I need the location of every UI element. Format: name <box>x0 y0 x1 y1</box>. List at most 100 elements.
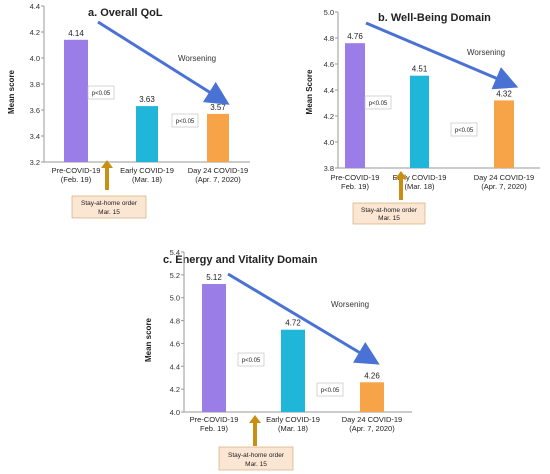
stay-at-home-callout: Stay-at-home order Mar. 15 <box>218 415 294 471</box>
y-axis-label: Mean score <box>7 69 16 114</box>
x-tick-label: Day 24 COVID-19 <box>474 173 534 182</box>
y-tick-label: 3.6 <box>30 106 40 115</box>
x-tick-label: Day 24 COVID-19 <box>342 415 402 424</box>
x-tick-label: (Mar. 18) <box>132 175 163 184</box>
bar <box>345 43 365 169</box>
x-tick-label: (Apr. 7, 2020) <box>195 175 241 184</box>
callout-line-1: Stay-at-home order <box>228 452 285 459</box>
x-tick-label: (Apr. 7, 2020) <box>481 182 527 191</box>
bar-value-label: 4.32 <box>496 89 512 98</box>
y-tick-label: 5.2 <box>170 271 180 280</box>
bar <box>494 100 514 168</box>
y-tick-label: 4.2 <box>324 112 334 121</box>
x-tick-label: (Feb. 19) <box>61 175 92 184</box>
bar-value-label: 4.76 <box>347 32 363 41</box>
y-tick-label: 4.0 <box>324 138 334 147</box>
bar-value-label: 4.72 <box>285 319 301 328</box>
y-tick-label: 4.8 <box>324 34 334 43</box>
bar-value-label: 4.26 <box>364 371 380 380</box>
y-tick-label: 5.0 <box>170 294 180 303</box>
trend-label: Worsening <box>331 300 369 309</box>
x-tick-label: Early COVID-19 <box>120 166 174 175</box>
callout-arrow <box>399 177 403 200</box>
y-axis-label: Mean score <box>144 317 153 362</box>
x-tick-label: Day 24 COVID-19 <box>188 166 248 175</box>
bar <box>202 284 226 412</box>
p-value-box-1: p<0.05 <box>87 85 115 100</box>
trend-label: Worsening <box>178 54 216 63</box>
stay-at-home-callout: Stay-at-home order Mar. 15 <box>71 160 147 219</box>
chart-panel-overall-qol: a. Overall QoL Mean score 3.2 3.4 3.6 3.8 4.… <box>7 2 250 219</box>
x-tick-label: (Apr. 7, 2020) <box>349 424 395 433</box>
p-value-box-2: p<0.05 <box>316 382 344 397</box>
stay-at-home-callout: Stay-at-home order Mar. 15 <box>352 171 426 225</box>
trend-label: Worsening <box>467 48 505 57</box>
p-value-label: p<0.05 <box>242 358 261 364</box>
x-tick-label: Feb. 19) <box>200 424 228 433</box>
worsening-trend-arrow <box>365 21 519 90</box>
bar-value-label: 4.51 <box>412 65 428 74</box>
callout-line-2: Mar. 15 <box>98 209 120 216</box>
p-value-label: p<0.05 <box>455 128 474 134</box>
x-tick-label: Pre-COVID-19 <box>190 415 239 424</box>
y-tick-label: 4.0 <box>30 54 40 63</box>
p-value-label: p<0.05 <box>369 101 388 107</box>
callout-box <box>352 202 426 225</box>
worsening-trend-arrow <box>97 20 230 105</box>
bar-value-label: 3.63 <box>139 95 155 104</box>
x-tick-label: Pre-COVID-19 <box>331 173 380 182</box>
callout-line-1: Stay-at-home order <box>81 200 138 207</box>
x-tick-label: (Mar. 18) <box>278 424 309 433</box>
p-value-box-1: p<0.05 <box>237 352 265 367</box>
y-tick-label: 4.4 <box>170 362 180 371</box>
chart-title: b. Well-Being Domain <box>378 12 491 24</box>
y-tick-label: 5.4 <box>170 248 180 257</box>
bar <box>136 106 158 162</box>
bar <box>410 75 429 168</box>
x-tick-label: Early COVID-19 <box>266 415 320 424</box>
bar <box>281 329 305 412</box>
bar-value-label: 5.12 <box>206 273 222 282</box>
callout-arrow <box>253 421 257 446</box>
y-tick-label: 4.8 <box>170 317 180 326</box>
x-tick-label: (Mar. 18) <box>404 182 435 191</box>
worsening-trend-arrow <box>227 272 380 365</box>
bar-value-label: 3.57 <box>210 103 226 112</box>
callout-arrow-head <box>249 415 261 423</box>
bar <box>360 382 384 412</box>
chart-panel-energy-vitality: c. Energy and Vitality Domain Mean score… <box>144 248 412 471</box>
p-value-label: p<0.05 <box>321 388 340 394</box>
bar <box>207 113 229 162</box>
p-value-label: p<0.05 <box>92 91 111 97</box>
chart-title: c. Energy and Vitality Domain <box>163 254 318 266</box>
callout-line-2: Mar. 15 <box>245 461 267 468</box>
callout-line-1: Stay-at-home order <box>361 207 418 214</box>
y-tick-label: 4.6 <box>324 60 334 69</box>
y-tick-label: 3.8 <box>30 80 40 89</box>
callout-arrow-head <box>101 160 113 168</box>
y-tick-label: 4.6 <box>170 339 180 348</box>
callout-box <box>71 195 147 219</box>
y-tick-label: 4.2 <box>30 28 40 37</box>
y-tick-label: 3.4 <box>30 132 40 141</box>
y-tick-label: 4.2 <box>170 385 180 394</box>
bar <box>64 39 88 162</box>
y-tick-label: 3.2 <box>30 158 40 167</box>
y-tick-label: 3.8 <box>324 164 334 173</box>
p-value-box-1: p<0.05 <box>364 95 392 110</box>
y-tick-label: 4.0 <box>170 408 180 417</box>
p-value-box-2: p<0.05 <box>450 122 478 137</box>
y-tick-label: 5.0 <box>324 8 334 17</box>
y-tick-label: 4.4 <box>324 86 334 95</box>
x-tick-label: Feb. 19) <box>341 182 369 191</box>
x-tick-label: Pre-COVID-19 <box>52 166 101 175</box>
callout-arrow-head <box>395 171 407 179</box>
x-tick-label: Early COVID-19 <box>393 173 447 182</box>
y-tick-label: 4.4 <box>30 2 40 11</box>
p-value-label: p<0.05 <box>176 119 195 125</box>
callout-line-2: Mar. 15 <box>378 215 400 222</box>
p-value-box-2: p<0.05 <box>171 113 199 128</box>
callout-arrow <box>105 166 109 190</box>
y-axis-label: Mean Score <box>305 69 314 114</box>
